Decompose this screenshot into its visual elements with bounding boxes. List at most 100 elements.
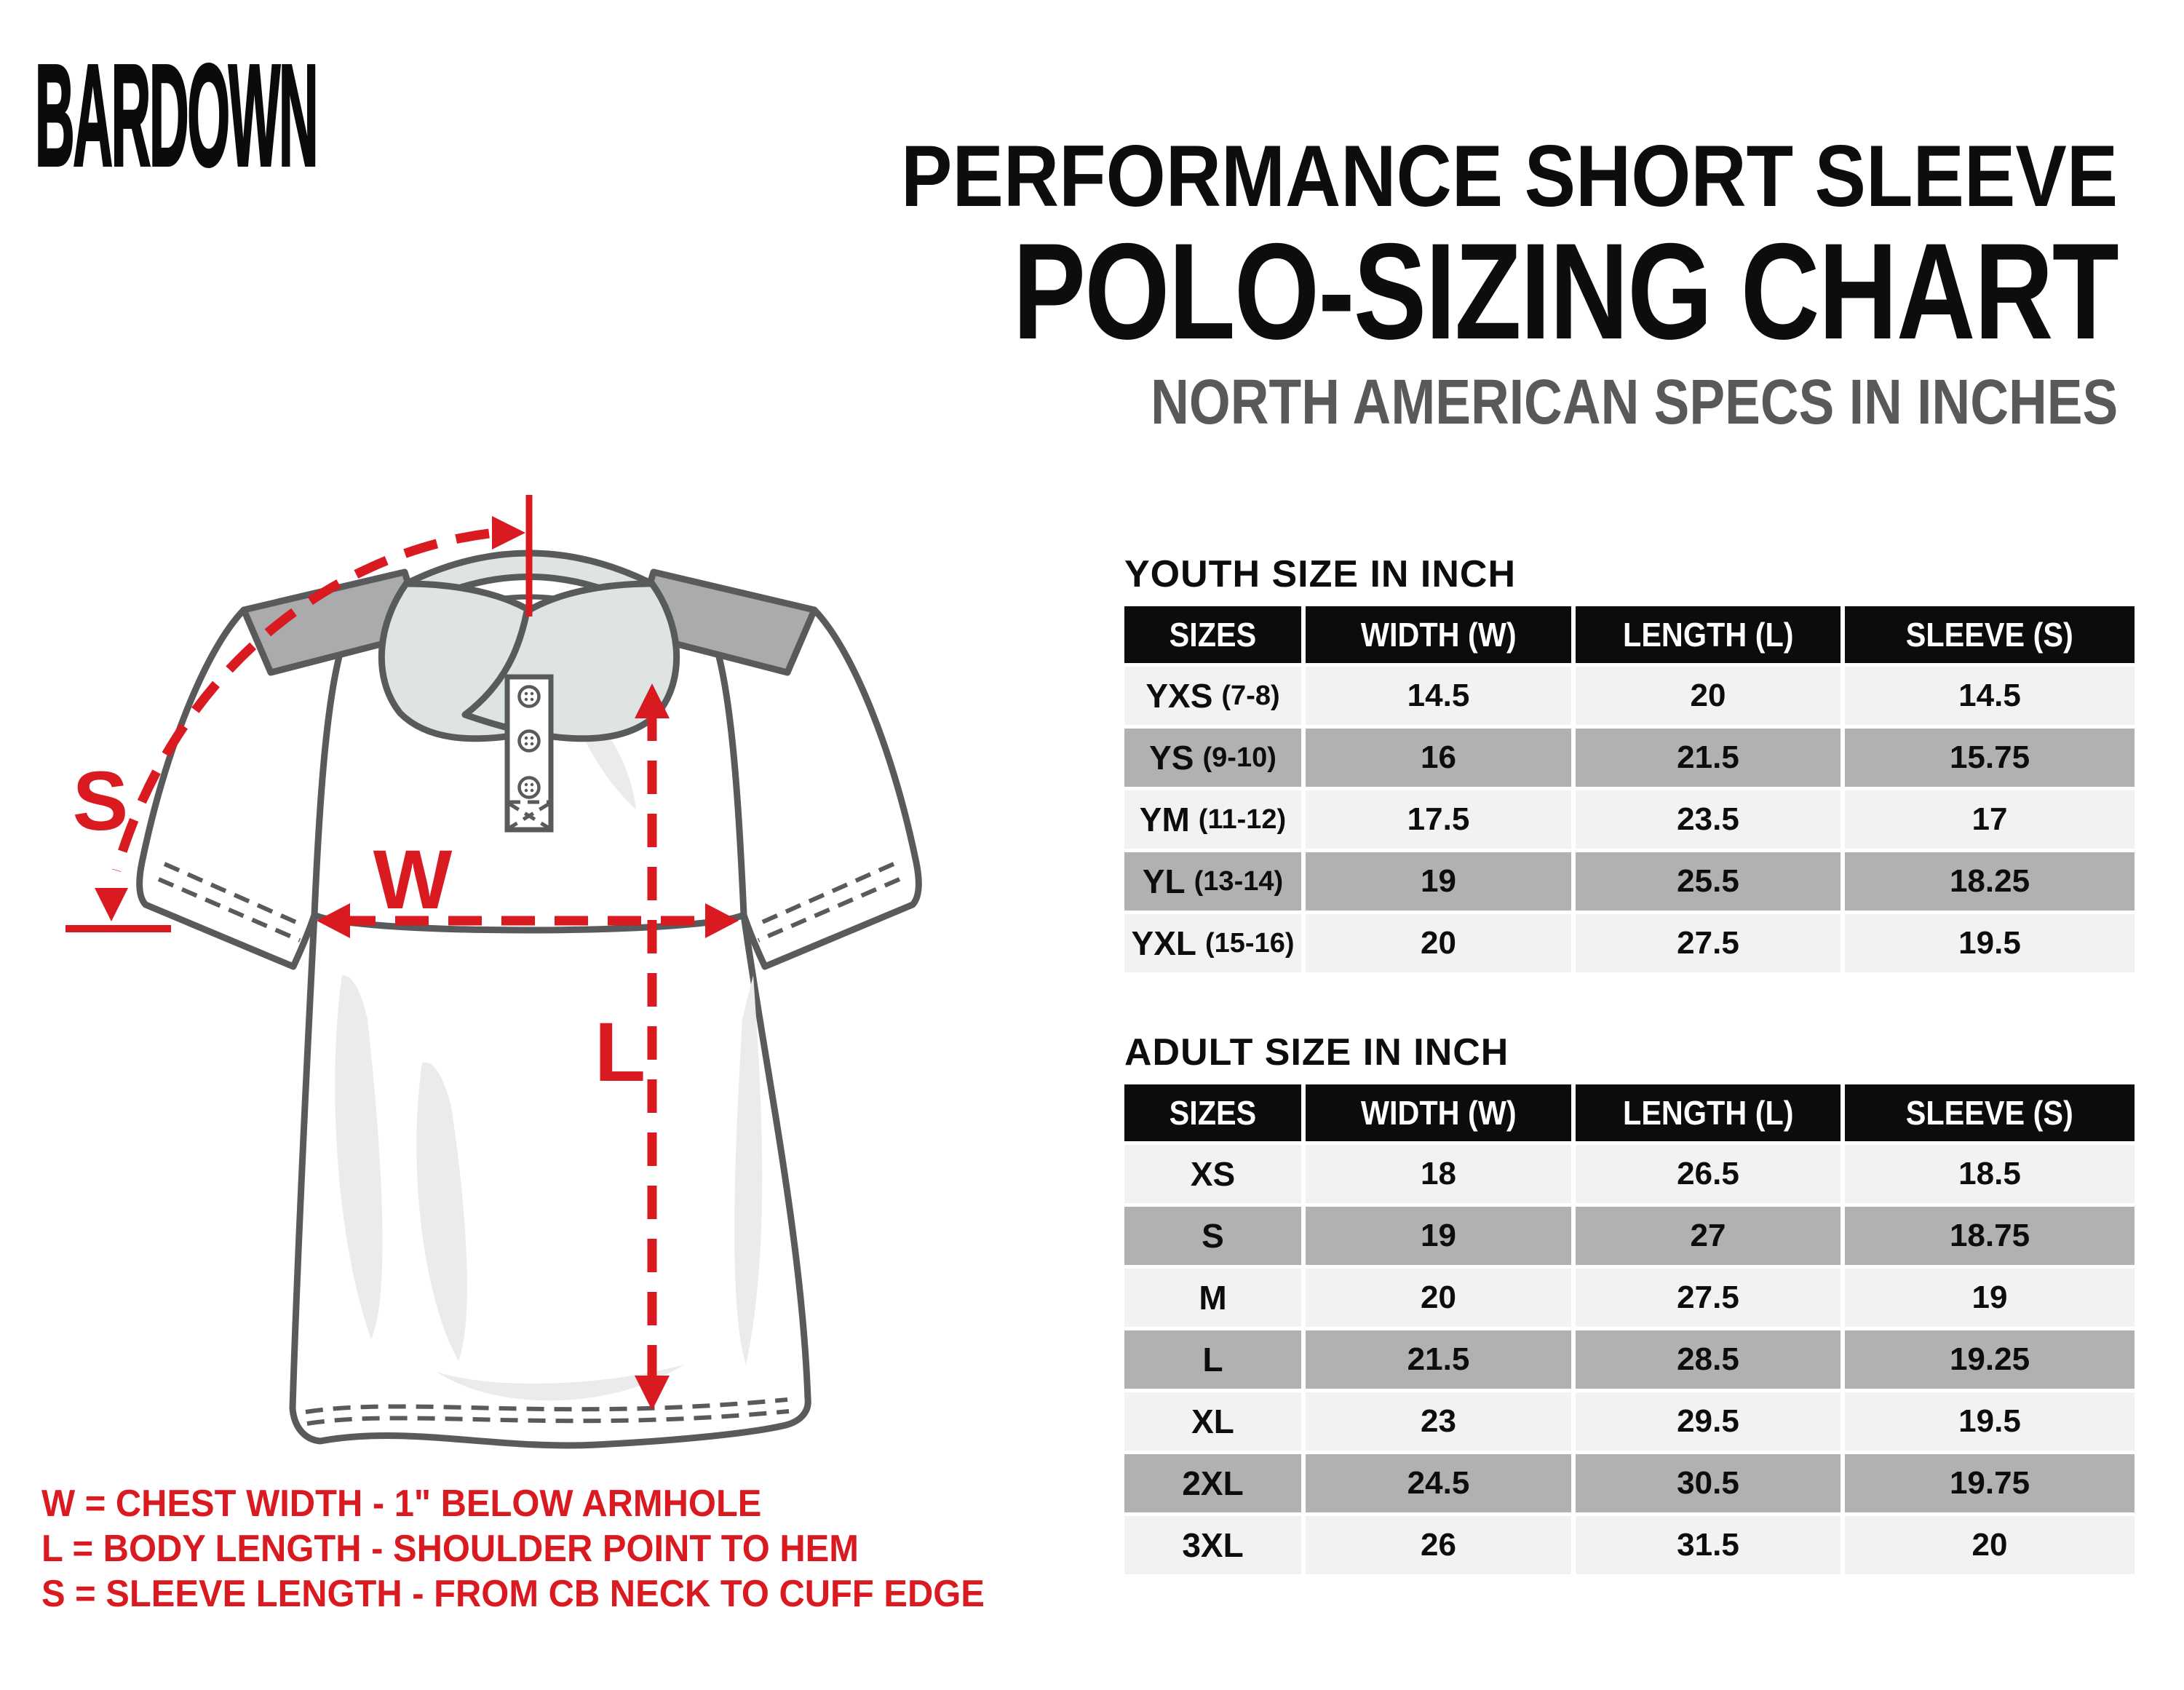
label-w: W (373, 833, 453, 927)
age-range-label: (15-16) (1204, 927, 1295, 959)
size-label: YXS (1145, 677, 1213, 715)
adult-size-table: SIZES WIDTH (W) LENGTH (L) SLEEVE (S) XS 18 26… (1124, 1084, 2135, 1574)
size-cell: L (1124, 1330, 1301, 1389)
length-value: 20 (1690, 678, 1726, 713)
width-value-cell: 20 (1306, 1269, 1571, 1327)
size-label: M (1199, 1279, 1227, 1317)
length-value-cell: 21.5 (1576, 729, 1840, 787)
sleeve-value-cell: 15.75 (1845, 729, 2135, 787)
width-value-cell: 16 (1306, 729, 1571, 787)
measurement-legend: W = CHEST WIDTH - 1" BELOW ARMHOLE L = B… (41, 1481, 1045, 1616)
legend-line-w: W = CHEST WIDTH - 1" BELOW ARMHOLE (41, 1483, 762, 1525)
sleeve-value-cell: 17 (1845, 790, 2135, 849)
sleeve-value: 20 (1971, 1527, 2008, 1563)
sleeve-value: 19 (1971, 1280, 2008, 1315)
length-value-cell: 27.5 (1576, 1269, 1840, 1327)
width-value-cell: 23 (1306, 1392, 1571, 1451)
width-value-cell: 14.5 (1306, 667, 1571, 725)
length-value-cell: 25.5 (1576, 852, 1840, 911)
length-value: 29.5 (1677, 1403, 1739, 1439)
size-cell: XS (1124, 1145, 1301, 1203)
size-label: XL (1191, 1403, 1234, 1440)
length-value-cell: 20 (1576, 667, 1840, 725)
collar (378, 550, 680, 742)
width-value-cell: 24.5 (1306, 1454, 1571, 1512)
length-value: 23.5 (1677, 801, 1739, 837)
sleeve-value: 19.25 (1949, 1341, 2030, 1377)
title-line2: POLO-SIZING CHART (1012, 215, 2119, 368)
width-value: 26 (1421, 1527, 1456, 1563)
length-value-cell: 27 (1576, 1207, 1840, 1265)
youth-size-table: SIZES WIDTH (W) LENGTH (L) SLEEVE (S) YXS (7-… (1124, 606, 2135, 972)
sleeve-value: 15.75 (1949, 739, 2030, 775)
column-header: WIDTH (W) (1306, 1084, 1571, 1141)
sleeve-value-cell: 18.5 (1845, 1145, 2135, 1203)
length-value-cell: 30.5 (1576, 1454, 1840, 1512)
length-value: 27.5 (1677, 925, 1739, 961)
sleeve-value-cell: 14.5 (1845, 667, 2135, 725)
column-header: WIDTH (W) (1306, 606, 1571, 663)
cuff-seams (157, 862, 901, 943)
width-value-cell: 19 (1306, 1207, 1571, 1265)
size-label: 2XL (1182, 1464, 1244, 1502)
length-measure-arrow: L (595, 683, 670, 1411)
column-header-label: SIZES (1169, 1094, 1257, 1132)
sleeve-value: 18.5 (1958, 1156, 2021, 1191)
length-value: 30.5 (1677, 1465, 1739, 1501)
hem-seam (305, 1397, 790, 1426)
width-value: 18 (1421, 1156, 1456, 1191)
size-cell: 3XL (1124, 1516, 1301, 1574)
width-value: 19 (1421, 1218, 1456, 1253)
sleeve-value-cell: 19.5 (1845, 914, 2135, 972)
sleeve-value-cell: 19 (1845, 1269, 2135, 1327)
sleeve-value-cell: 18.75 (1845, 1207, 2135, 1265)
age-range-label: (13-14) (1194, 865, 1284, 897)
column-header-label: SLEEVE (S) (1905, 1094, 2074, 1132)
width-value: 23 (1421, 1403, 1456, 1439)
width-value-cell: 17.5 (1306, 790, 1571, 849)
column-header: LENGTH (L) (1576, 1084, 1840, 1141)
size-cell: YS (9-10) (1124, 729, 1301, 787)
size-cell: S (1124, 1207, 1301, 1265)
sleeve-value: 18.75 (1949, 1218, 2030, 1253)
sleeve-value-cell: 20 (1845, 1516, 2135, 1574)
label-s: S (73, 755, 129, 848)
size-label: L (1202, 1341, 1223, 1378)
sleeve-value: 17 (1971, 801, 2008, 837)
sleeve-value: 19.5 (1958, 1403, 2021, 1439)
age-range-label: (11-12) (1198, 804, 1287, 835)
length-value-cell: 28.5 (1576, 1330, 1840, 1389)
column-header: SIZES (1124, 1084, 1301, 1141)
size-label: YM (1139, 801, 1190, 838)
length-value: 28.5 (1677, 1341, 1739, 1377)
width-value-cell: 18 (1306, 1145, 1571, 1203)
age-range-label: (9-10) (1202, 742, 1276, 773)
size-label: YL (1142, 862, 1186, 900)
size-cell: M (1124, 1269, 1301, 1327)
size-label: S (1202, 1217, 1224, 1255)
legend-line-l: L = BODY LENGTH - SHOULDER POINT TO HEM (41, 1528, 859, 1570)
column-header: SLEEVE (S) (1845, 1084, 2135, 1141)
brand-logo: BARDOWN (34, 35, 319, 197)
sleeve-measure-arrow: S (65, 495, 533, 932)
length-value-cell: 23.5 (1576, 790, 1840, 849)
length-value: 26.5 (1677, 1156, 1739, 1191)
width-value: 16 (1421, 739, 1456, 775)
youth-table-title: YOUTH SIZE IN INCH (1124, 553, 1517, 595)
length-value-cell: 31.5 (1576, 1516, 1840, 1574)
size-label: 3XL (1182, 1526, 1244, 1564)
column-header-label: LENGTH (L) (1622, 616, 1794, 654)
column-header-label: WIDTH (W) (1360, 616, 1517, 654)
size-cell: XL (1124, 1392, 1301, 1451)
width-value-cell: 21.5 (1306, 1330, 1571, 1389)
width-value: 21.5 (1407, 1341, 1470, 1377)
sleeve-value: 19.75 (1949, 1465, 2030, 1501)
title-block: PERFORMANCE SHORT SLEEVE POLO-SIZING CHA… (801, 0, 2119, 466)
length-value: 21.5 (1677, 739, 1739, 775)
size-label: XS (1190, 1155, 1236, 1193)
width-value-cell: 26 (1306, 1516, 1571, 1574)
title-line1: PERFORMANCE SHORT SLEEVE (900, 127, 2118, 225)
length-value-cell: 29.5 (1576, 1392, 1840, 1451)
size-cell: YXL (15-16) (1124, 914, 1301, 972)
sleeve-value-cell: 19.5 (1845, 1392, 2135, 1451)
